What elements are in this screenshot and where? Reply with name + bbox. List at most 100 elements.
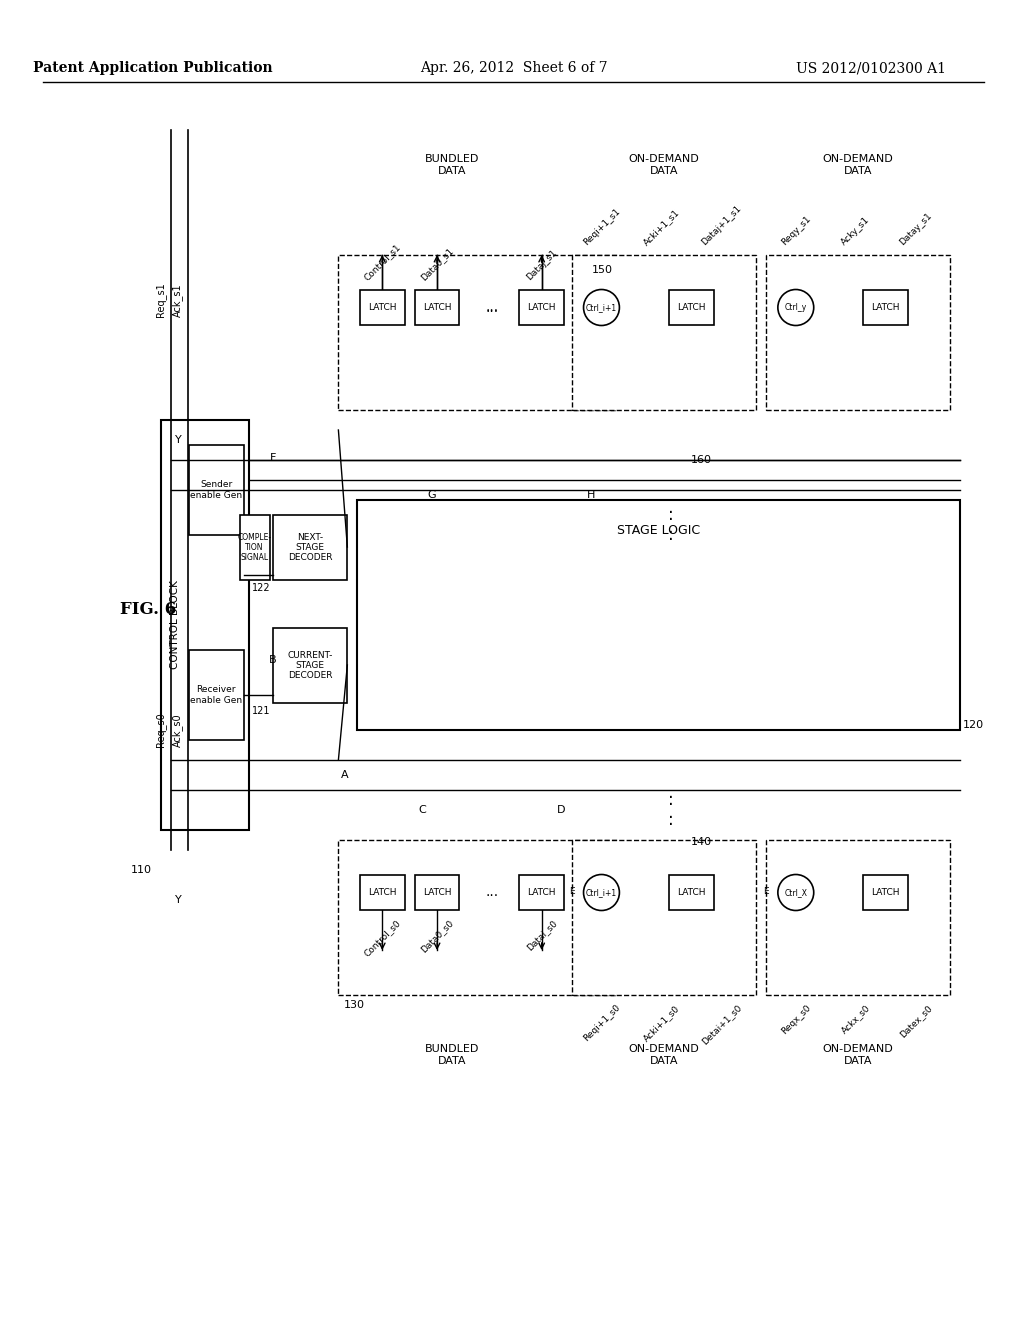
Circle shape xyxy=(778,874,814,911)
Text: Y: Y xyxy=(174,895,181,906)
Text: US 2012/0102300 A1: US 2012/0102300 A1 xyxy=(796,61,945,75)
Text: :: : xyxy=(669,525,674,544)
Text: Reqx_s0: Reqx_s0 xyxy=(779,1003,812,1036)
Bar xyxy=(188,445,244,535)
Text: 120: 120 xyxy=(964,719,984,730)
Text: ON-DEMAND
DATA: ON-DEMAND DATA xyxy=(822,1044,894,1067)
Bar xyxy=(863,290,908,325)
Text: Ackx_s0: Ackx_s0 xyxy=(840,1003,871,1035)
Text: Acki+1_s1: Acki+1_s1 xyxy=(641,207,681,247)
Text: B: B xyxy=(269,655,276,665)
Bar xyxy=(359,875,404,909)
Bar xyxy=(415,875,460,909)
Circle shape xyxy=(584,874,620,911)
Text: LATCH: LATCH xyxy=(677,304,706,312)
Text: 140: 140 xyxy=(690,837,712,847)
Text: ON-DEMAND
DATA: ON-DEMAND DATA xyxy=(629,1044,699,1067)
Bar xyxy=(519,290,564,325)
Bar xyxy=(669,875,714,909)
Text: LATCH: LATCH xyxy=(871,888,900,898)
Bar xyxy=(161,420,249,830)
Text: Dataj_s1: Dataj_s1 xyxy=(524,248,559,282)
Text: BUNDLED
DATA: BUNDLED DATA xyxy=(425,1044,479,1067)
Text: Req_s1: Req_s1 xyxy=(155,282,166,317)
Text: D: D xyxy=(557,805,566,814)
Text: Y: Y xyxy=(174,436,181,445)
Text: Detai+1_s0: Detai+1_s0 xyxy=(699,1003,742,1047)
Text: Datex_s0: Datex_s0 xyxy=(897,1003,933,1039)
Text: Ack_s1: Ack_s1 xyxy=(172,284,183,317)
Text: Ctrl_i+1: Ctrl_i+1 xyxy=(586,888,617,898)
Text: C: C xyxy=(418,805,426,814)
Bar xyxy=(357,500,961,730)
Text: FIG. 6: FIG. 6 xyxy=(120,602,176,619)
Bar xyxy=(669,290,714,325)
Text: Reqi+1_s0: Reqi+1_s0 xyxy=(582,1003,622,1043)
Text: Data0_s0: Data0_s0 xyxy=(419,917,455,954)
Text: Reqi+1_s1: Reqi+1_s1 xyxy=(582,207,622,247)
Text: A: A xyxy=(341,770,348,780)
Text: 160: 160 xyxy=(690,455,712,465)
Bar xyxy=(571,840,756,995)
Text: LATCH: LATCH xyxy=(527,304,556,312)
Text: Reqy_s1: Reqy_s1 xyxy=(779,214,812,247)
Text: F: F xyxy=(269,453,275,463)
Text: H: H xyxy=(588,490,596,500)
Text: Ctrl_i+1: Ctrl_i+1 xyxy=(586,304,617,312)
Text: 121: 121 xyxy=(252,706,270,715)
Text: Ctrl_y: Ctrl_y xyxy=(784,304,807,312)
Text: E: E xyxy=(763,887,769,896)
Text: G: G xyxy=(428,490,436,500)
Text: 110: 110 xyxy=(131,865,152,875)
Bar xyxy=(240,515,269,579)
Text: NEXT-
STAGE
DECODER: NEXT- STAGE DECODER xyxy=(288,532,332,562)
Bar xyxy=(571,255,756,411)
Text: ON-DEMAND
DATA: ON-DEMAND DATA xyxy=(822,154,894,176)
Text: 150: 150 xyxy=(592,265,612,275)
Text: LATCH: LATCH xyxy=(368,304,396,312)
Text: Acki+1_s0: Acki+1_s0 xyxy=(641,1003,681,1043)
Text: Data0_s1: Data0_s1 xyxy=(419,246,455,282)
Text: Patent Application Publication: Patent Application Publication xyxy=(33,61,272,75)
Bar xyxy=(272,515,347,579)
Bar xyxy=(338,840,617,995)
Bar xyxy=(359,290,404,325)
Bar xyxy=(863,875,908,909)
Text: LATCH: LATCH xyxy=(527,888,556,898)
Text: Datay_s1: Datay_s1 xyxy=(897,211,933,247)
Bar xyxy=(338,255,617,411)
Text: LATCH: LATCH xyxy=(368,888,396,898)
Text: Receiver
enable Gen: Receiver enable Gen xyxy=(190,685,243,705)
Text: Acky_s1: Acky_s1 xyxy=(840,215,871,247)
Text: COMPLE-
TION
SIGNAL: COMPLE- TION SIGNAL xyxy=(238,532,271,562)
Text: 130: 130 xyxy=(343,1001,365,1010)
Text: Req_s0: Req_s0 xyxy=(155,713,166,747)
Bar xyxy=(188,649,244,741)
Text: Dataj+1_s1: Dataj+1_s1 xyxy=(699,203,742,247)
Text: Control_s1: Control_s1 xyxy=(362,242,402,282)
Text: Sender
enable Gen: Sender enable Gen xyxy=(190,480,243,500)
Text: :: : xyxy=(669,506,674,524)
Text: :: : xyxy=(669,791,674,809)
Text: LATCH: LATCH xyxy=(871,304,900,312)
Text: CURRENT-
STAGE
DECODER: CURRENT- STAGE DECODER xyxy=(288,651,333,680)
Text: LATCH: LATCH xyxy=(423,888,452,898)
Bar xyxy=(415,290,460,325)
Text: Ctrl_X: Ctrl_X xyxy=(784,888,807,898)
Text: ...: ... xyxy=(485,301,499,314)
Text: ON-DEMAND
DATA: ON-DEMAND DATA xyxy=(629,154,699,176)
Text: E: E xyxy=(568,887,574,896)
Text: Control_s0: Control_s0 xyxy=(362,917,402,958)
Text: BUNDLED
DATA: BUNDLED DATA xyxy=(425,154,479,176)
Circle shape xyxy=(778,289,814,326)
Bar xyxy=(766,840,950,995)
Text: LATCH: LATCH xyxy=(423,304,452,312)
Text: STAGE LOGIC: STAGE LOGIC xyxy=(617,524,700,536)
Text: ...: ... xyxy=(485,886,499,899)
Bar xyxy=(272,628,347,704)
Text: LATCH: LATCH xyxy=(677,888,706,898)
Bar xyxy=(519,875,564,909)
Text: :: : xyxy=(669,810,674,829)
Text: CONTROL BLOCK: CONTROL BLOCK xyxy=(170,581,180,669)
Circle shape xyxy=(584,289,620,326)
